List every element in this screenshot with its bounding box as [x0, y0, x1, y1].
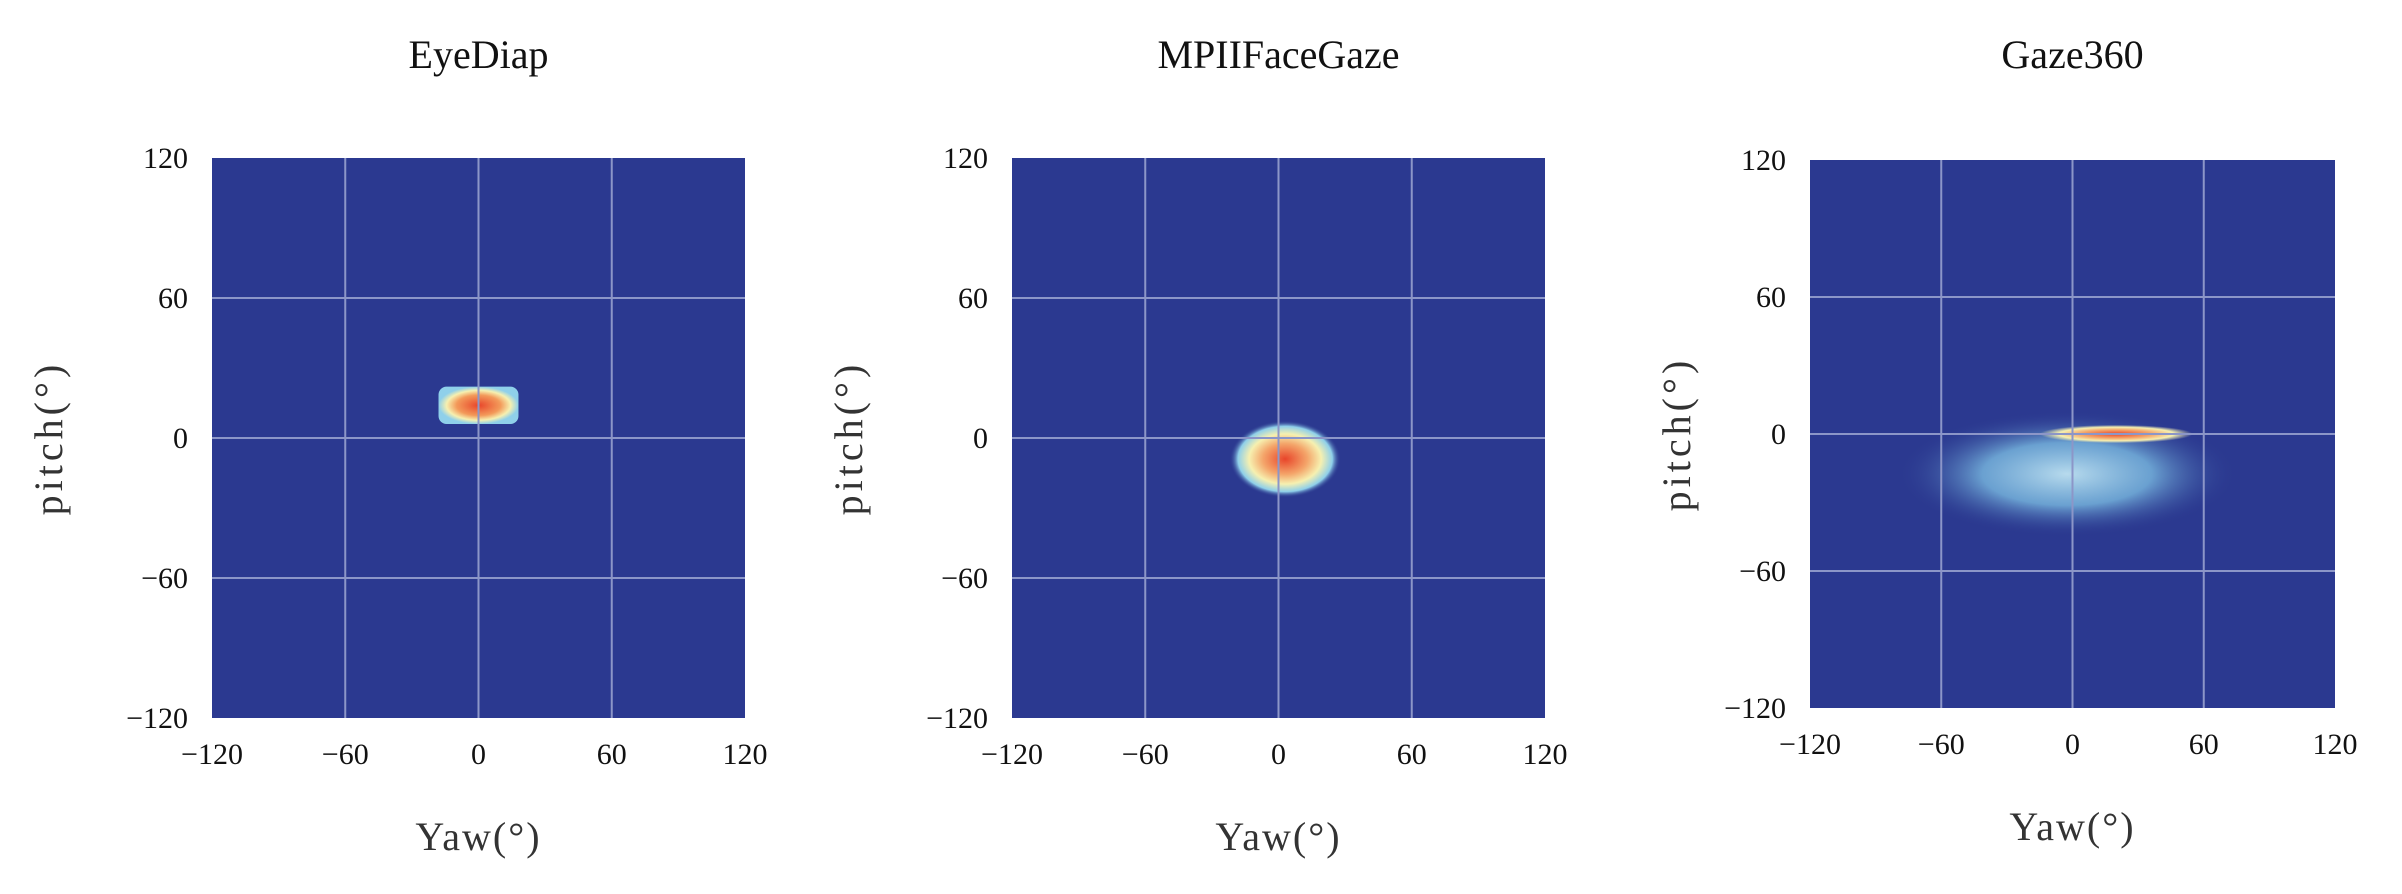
x-tick-label: −120: [181, 738, 243, 771]
x-axis-label: Yaw(°): [415, 814, 541, 859]
x-tick-label: −120: [981, 738, 1043, 771]
chart-title: MPIIFaceGaze: [1157, 32, 1399, 77]
y-tick-label: 60: [1756, 281, 1786, 314]
x-tick-label: 0: [471, 738, 486, 771]
x-tick-label: 0: [2065, 728, 2080, 761]
x-axis-label: Yaw(°): [1215, 814, 1341, 859]
x-tick-label: 120: [723, 738, 768, 771]
y-tick-label: −120: [126, 702, 188, 735]
y-tick-label: 120: [943, 142, 988, 175]
chart-panel-mpiifacegaze: MPIIFaceGaze −120 −60 0 60 120 120 60 0 −60 −120 Ya…: [826, 32, 1568, 859]
x-tick-label: 60: [597, 738, 627, 771]
x-tick-label: −60: [322, 738, 369, 771]
density-region: [1897, 411, 2237, 537]
y-axis-label: pitch(°): [1654, 357, 1699, 512]
chart-title: Gaze360: [2001, 32, 2143, 77]
y-tick-label: 0: [1771, 418, 1786, 451]
y-tick-label: 120: [143, 142, 188, 175]
x-tick-label: 60: [2189, 728, 2219, 761]
chart-title: EyeDiap: [409, 32, 549, 77]
chart-panel-gaze360: Gaze360 −120 −60 0 60 120 120 60 0 −60 −120 Yaw(°) p…: [1654, 32, 2358, 849]
y-tick-label: −120: [926, 702, 988, 735]
y-tick-label: 120: [1741, 144, 1786, 177]
y-tick-label: −60: [1739, 555, 1786, 588]
x-tick-label: 120: [2313, 728, 2358, 761]
x-tick-label: −120: [1779, 728, 1841, 761]
x-tick-label: 60: [1397, 738, 1427, 771]
y-axis-label: pitch(°): [26, 361, 71, 516]
x-axis-label: Yaw(°): [2009, 804, 2135, 849]
y-tick-label: 60: [958, 282, 988, 315]
y-tick-label: 0: [973, 422, 988, 455]
y-axis-label: pitch(°): [826, 361, 871, 516]
chart-panel-eyediap: EyeDiap −120 −60 0 60 120 120 60 0 −60 −120 Yaw(°) p…: [26, 32, 768, 859]
y-tick-label: 0: [173, 422, 188, 455]
x-tick-label: 120: [1523, 738, 1568, 771]
x-tick-label: 0: [1271, 738, 1286, 771]
y-tick-label: −120: [1724, 692, 1786, 725]
x-tick-label: −60: [1918, 728, 1965, 761]
y-tick-label: −60: [141, 562, 188, 595]
y-tick-label: −60: [941, 562, 988, 595]
density-region: [1229, 420, 1341, 498]
x-tick-label: −60: [1122, 738, 1169, 771]
y-tick-label: 60: [158, 282, 188, 315]
